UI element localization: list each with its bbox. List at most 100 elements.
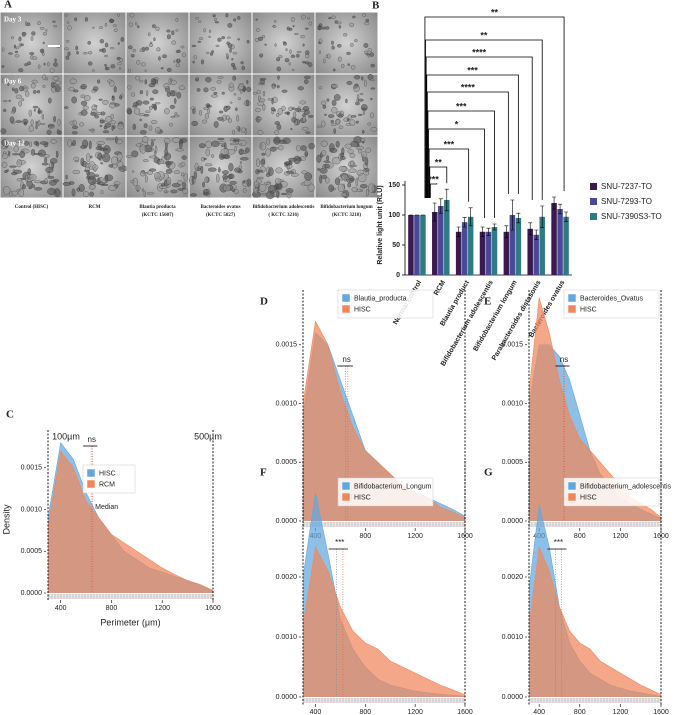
organoid (361, 141, 365, 144)
organoid (80, 157, 85, 167)
organoid (205, 163, 213, 167)
organoid (104, 122, 112, 128)
organoid (16, 178, 23, 182)
x-tick-label: 800 (574, 709, 586, 715)
y-tick-label: 0.0000 (276, 694, 298, 701)
organoid (278, 145, 284, 151)
bar (503, 231, 510, 275)
organoid (355, 101, 360, 106)
organoid (232, 51, 238, 55)
y-tick-label: 0.0010 (21, 506, 43, 513)
organoid (40, 123, 46, 126)
x-tick-label: 1200 (154, 605, 170, 612)
legend-swatch (567, 492, 577, 502)
organoid (44, 178, 48, 184)
organoid (40, 48, 45, 54)
organoid (204, 113, 209, 120)
organoid (97, 152, 102, 160)
organoid (169, 90, 176, 97)
organoid (175, 50, 181, 53)
organoid (18, 100, 22, 107)
rug (48, 594, 213, 599)
annotation: 500µm (194, 431, 222, 441)
y-tick-label: 0.0010 (276, 634, 298, 641)
row-label: Day 3 (4, 16, 22, 24)
bar (551, 203, 557, 275)
organoid (35, 121, 39, 124)
x-tick-label: 800 (359, 709, 371, 715)
organoid (112, 24, 117, 27)
organoid (21, 31, 26, 37)
organoid (235, 107, 238, 112)
organoid (13, 145, 19, 153)
organoid (110, 64, 116, 69)
organoid (141, 62, 146, 67)
organoid (11, 190, 18, 196)
organoid (227, 23, 233, 28)
organoid (145, 46, 149, 51)
organoid (210, 87, 216, 91)
organoid (68, 181, 75, 185)
organoid (175, 17, 179, 22)
organoid (331, 45, 335, 50)
organoid (370, 63, 375, 68)
organoid (2, 153, 9, 159)
organoid (26, 22, 31, 27)
organoid (169, 104, 176, 109)
bar (527, 228, 533, 275)
organoid (327, 53, 331, 59)
organoid (42, 41, 45, 45)
y-tick-label: 100 (388, 212, 400, 219)
organoid (177, 180, 183, 185)
organoid (142, 135, 149, 144)
legend-swatch (590, 198, 597, 205)
organoid (211, 154, 215, 158)
organoid (8, 52, 13, 55)
organoid (265, 148, 271, 157)
bar (432, 212, 438, 275)
bar (491, 227, 498, 275)
organoid (191, 175, 195, 185)
organoid (80, 109, 88, 116)
organoid (290, 128, 293, 131)
legend-swatch (341, 481, 351, 491)
organoid (323, 160, 330, 163)
organoid (341, 192, 347, 197)
organoid (28, 173, 37, 181)
bar (533, 234, 539, 275)
organoid (111, 95, 115, 102)
density-area-fill (529, 547, 661, 697)
organoid (143, 123, 148, 129)
organoid (152, 24, 156, 28)
organoid (246, 86, 252, 92)
organoid (131, 92, 135, 97)
organoid (139, 144, 147, 154)
organoid (268, 167, 274, 176)
organoid (102, 100, 109, 105)
organoid (147, 170, 154, 175)
organoid (202, 181, 205, 188)
significance-label: **** (472, 47, 487, 57)
organoid (355, 120, 359, 124)
organoid (88, 184, 96, 190)
organoid (7, 81, 10, 86)
organoid (56, 129, 60, 135)
organoid (256, 176, 264, 180)
organoid (331, 15, 336, 19)
organoid (276, 66, 281, 72)
organoid (346, 51, 351, 55)
organoid (304, 75, 311, 79)
organoid (305, 53, 310, 59)
x-tick-label: 800 (359, 533, 371, 540)
y-tick-label: 0 (396, 272, 400, 279)
column-label: Bacteroides ovatus (200, 205, 240, 210)
organoid (297, 86, 304, 91)
legend-label: HISC (99, 470, 116, 477)
organoid (236, 114, 239, 122)
organoid (3, 186, 11, 195)
organoid (364, 156, 369, 166)
organoid (357, 98, 364, 102)
y-tick-label: 0.0005 (276, 459, 298, 466)
organoid (90, 112, 97, 116)
organoid (215, 44, 220, 47)
